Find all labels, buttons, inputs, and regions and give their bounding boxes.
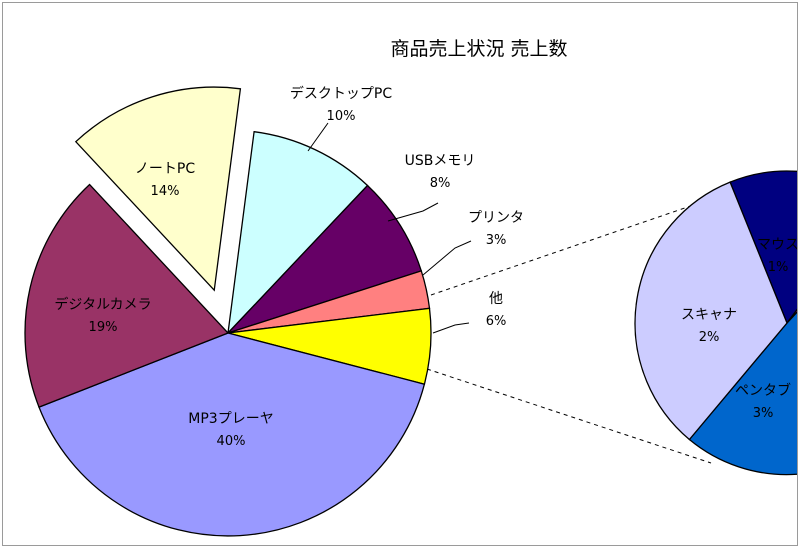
sub-value-ペンタブ: 3% [753, 406, 774, 421]
main-pie [24, 86, 432, 537]
connector-top [430, 198, 712, 296]
sub-label-スキャナ: スキャナ [681, 307, 737, 323]
slice-value-ノートPC: 14% [151, 184, 180, 199]
sub-slice-マウス [729, 170, 797, 325]
sub-value-スキャナ: 2% [699, 330, 720, 345]
slice-label-MP3プレーヤ: MP3プレーヤ [188, 411, 273, 427]
sub-slice-ペンタブ [688, 311, 797, 476]
leader-line-デスクトップPC [307, 122, 329, 152]
slice-label-USBメモリ: USBメモリ [405, 153, 476, 169]
slice-value-デジタルカメラ: 19% [89, 320, 118, 335]
slice-label-デスクトップPC: デスクトップPC [290, 85, 392, 102]
sub-label-ペンタブ: ペンタブ [735, 382, 791, 399]
pie-slice-MP3プレーヤ [38, 332, 426, 537]
slice-value-他: 6% [486, 314, 507, 329]
pie-slice-USBメモリ [227, 184, 423, 334]
bar-of-pie-chart: 商品売上状況 売上数 マウス 1% ペンタブ 3% スキャナ 2% ノートPC 14% デスク… [24, 38, 799, 537]
chart-title: 商品売上状況 売上数 [390, 38, 567, 60]
leader-line-他 [432, 322, 470, 334]
slice-label-デジタルカメラ: デジタルカメラ [54, 296, 151, 313]
pie-slice-デジタルカメラ [24, 183, 230, 408]
pie-slice-ノートPC [74, 86, 242, 292]
slice-label-プリンタ: プリンタ [468, 210, 524, 226]
sub-slice-スキャナ [634, 181, 788, 441]
connector-lines [426, 198, 712, 464]
sub-value-マウス: 1% [768, 260, 789, 275]
slice-value-MP3プレーヤ: 40% [217, 434, 246, 449]
slice-label-他: 他 [489, 291, 503, 307]
slice-value-デスクトップPC: 10% [327, 109, 356, 124]
secondary-pie: マウス 1% ペンタブ 3% スキャナ 2% [634, 170, 799, 476]
slice-label-ノートPC: ノートPC [135, 161, 195, 177]
pie-slice-デスクトップPC [227, 130, 369, 335]
data-labels: ノートPC 14% デスクトップPC 10% USBメモリ 8% プリンタ 3% 他 6% MP3プ… [54, 85, 524, 449]
slice-value-プリンタ: 3% [486, 233, 507, 248]
sub-label-マウス: マウス [757, 237, 799, 253]
leader-line-USBメモリ [387, 202, 439, 222]
leader-line-プリンタ [422, 240, 472, 276]
connector-bottom [426, 368, 712, 464]
slice-value-USBメモリ: 8% [430, 176, 451, 191]
